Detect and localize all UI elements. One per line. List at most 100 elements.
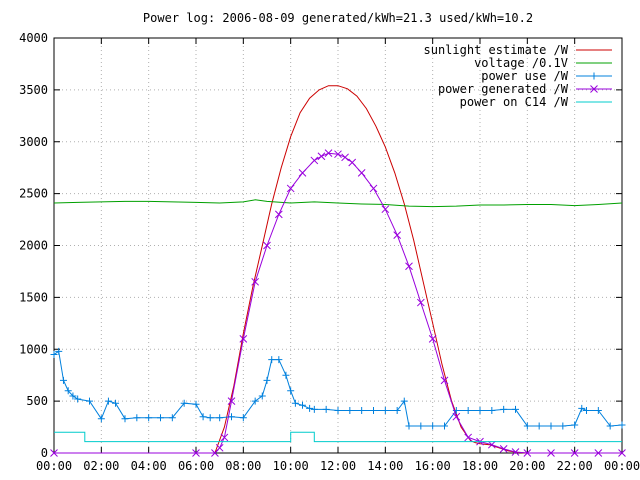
legend-sunlight-estimate-w-label: sunlight estimate /W xyxy=(424,43,569,57)
series-power-use-w-point xyxy=(180,399,188,407)
series-power-generated-w-point xyxy=(324,149,333,158)
legend-power-generated-w-marker xyxy=(590,85,598,93)
series-power-use-w-point xyxy=(334,406,342,414)
series-power-generated-w-point xyxy=(416,298,425,307)
axes: 0 500 1000 1500 2000 2500 3000 3500 4000 00:00 02:… xyxy=(19,31,640,473)
series-power-use-w-point xyxy=(74,395,82,403)
x-tick-label: 22:00 xyxy=(557,459,593,473)
series-power-use-w-point xyxy=(405,422,413,430)
series-power-use-w-point xyxy=(547,422,555,430)
series-power-generated-w-point xyxy=(227,397,236,405)
series-power-generated-w-point xyxy=(547,449,555,457)
x-tick-label: 12:00 xyxy=(320,459,356,473)
series-power-generated-w-point xyxy=(594,449,603,457)
series-power-generated-w-point xyxy=(239,335,248,343)
series-power-generated-w-point xyxy=(393,231,402,239)
series-power-generated-w-point xyxy=(263,241,271,250)
series-power-use-w-point xyxy=(59,376,67,384)
series-power-generated-w-point xyxy=(511,448,520,456)
series-power-use-w xyxy=(50,347,626,430)
x-tick-label: 06:00 xyxy=(178,459,214,473)
series-power-use-w-point xyxy=(291,399,299,407)
series-power-generated-w-point xyxy=(50,449,58,457)
x-tick-label: 10:00 xyxy=(273,459,309,473)
series-power-use-w-point xyxy=(578,404,586,412)
series-power-use-w-point xyxy=(145,414,153,422)
series-group xyxy=(50,85,626,457)
series-power-use-w-point xyxy=(618,421,626,429)
series-power-on-c14-w-line xyxy=(54,431,622,443)
series-power-use-w-point xyxy=(429,422,437,430)
series-power-generated-w-point xyxy=(523,449,532,457)
series-power-use-w-point xyxy=(310,405,318,413)
y-tick-label: 2000 xyxy=(19,239,48,253)
legend-power-on-c14-w-label: power on C14 /W xyxy=(460,95,569,109)
series-power-generated-w-point xyxy=(499,444,508,453)
series-power-use-w-point xyxy=(157,414,164,422)
series-power-use-w-point xyxy=(594,406,602,414)
series-power-use-w-point xyxy=(104,397,112,405)
series-power-use-w-point xyxy=(64,387,72,395)
series-power-use-w-point xyxy=(346,406,354,414)
x-tick-label: 00:00 xyxy=(36,459,72,473)
x-tick-label: 18:00 xyxy=(462,459,498,473)
series-power-generated-w-point xyxy=(452,412,461,421)
series-power-use-w-point xyxy=(464,406,472,414)
series-power-use-w-point xyxy=(216,414,224,422)
series-power-generated-w-point xyxy=(341,153,349,162)
series-power-use-w-point xyxy=(228,413,235,421)
series-voltage-0-1v-line xyxy=(53,199,623,208)
series-power-use-w-point xyxy=(606,422,614,430)
series-power-generated-w-point xyxy=(192,449,200,457)
y-tick-label: 4000 xyxy=(19,31,48,45)
series-power-use-w-point xyxy=(192,400,200,408)
series-power-generated-w-point xyxy=(618,449,626,457)
x-tick-label: 04:00 xyxy=(131,459,167,473)
series-sunlight-estimate-w xyxy=(214,85,528,454)
series-power-use-w-point xyxy=(488,406,496,414)
series-power-use-w-point xyxy=(523,422,531,430)
series-power-generated-w-point xyxy=(334,150,342,159)
series-power-use-w-point xyxy=(206,414,214,422)
series-power-use-w-point xyxy=(282,371,290,379)
series-power-use-w-point xyxy=(417,422,425,430)
grid-lines xyxy=(54,38,622,453)
series-power-use-w-point xyxy=(239,414,247,422)
x-tick-label: 08:00 xyxy=(225,459,261,473)
series-power-use-w-point xyxy=(306,404,314,412)
series-power-use-w-point xyxy=(512,405,519,413)
series-power-generated-w-point xyxy=(464,433,473,442)
series-power-generated-w-point xyxy=(357,169,366,177)
y-tick-label: 1500 xyxy=(19,290,48,304)
x-tick-label: 02:00 xyxy=(83,459,119,473)
series-power-generated-w-point xyxy=(428,335,437,343)
series-power-generated-w-point xyxy=(274,210,283,219)
series-power-generated-w-point xyxy=(369,184,378,193)
series-power-generated-w-point xyxy=(348,158,357,167)
legend-voltage-0-1v-label: voltage /0.1V xyxy=(474,56,568,70)
series-power-use-w-point xyxy=(112,399,120,407)
y-tick-label: 500 xyxy=(26,394,48,408)
legend-power-use-w-label: power use /W xyxy=(481,69,568,83)
series-power-use-w-point xyxy=(441,422,448,430)
series-power-use-w-point xyxy=(86,397,93,405)
x-tick-label: 00:00 xyxy=(604,459,640,473)
series-power-use-w-point xyxy=(251,397,259,405)
series-power-use-w-point xyxy=(69,392,77,400)
series-power-use-w-point xyxy=(358,406,366,414)
series-power-use-w-point xyxy=(50,350,58,358)
x-tick-label: 20:00 xyxy=(509,459,545,473)
series-power-use-w-point xyxy=(299,401,306,409)
y-tick-label: 3000 xyxy=(19,135,48,149)
series-power-use-w-point xyxy=(571,421,579,429)
series-power-generated-w-point xyxy=(251,277,260,286)
series-power-use-w-point xyxy=(381,406,389,414)
series-power-generated-w-point xyxy=(286,184,295,193)
series-power-use-w-point xyxy=(121,415,129,423)
series-power-use-w-point xyxy=(393,406,401,414)
series-power-use-w-point xyxy=(535,422,543,430)
x-tick-label: 14:00 xyxy=(367,459,403,473)
